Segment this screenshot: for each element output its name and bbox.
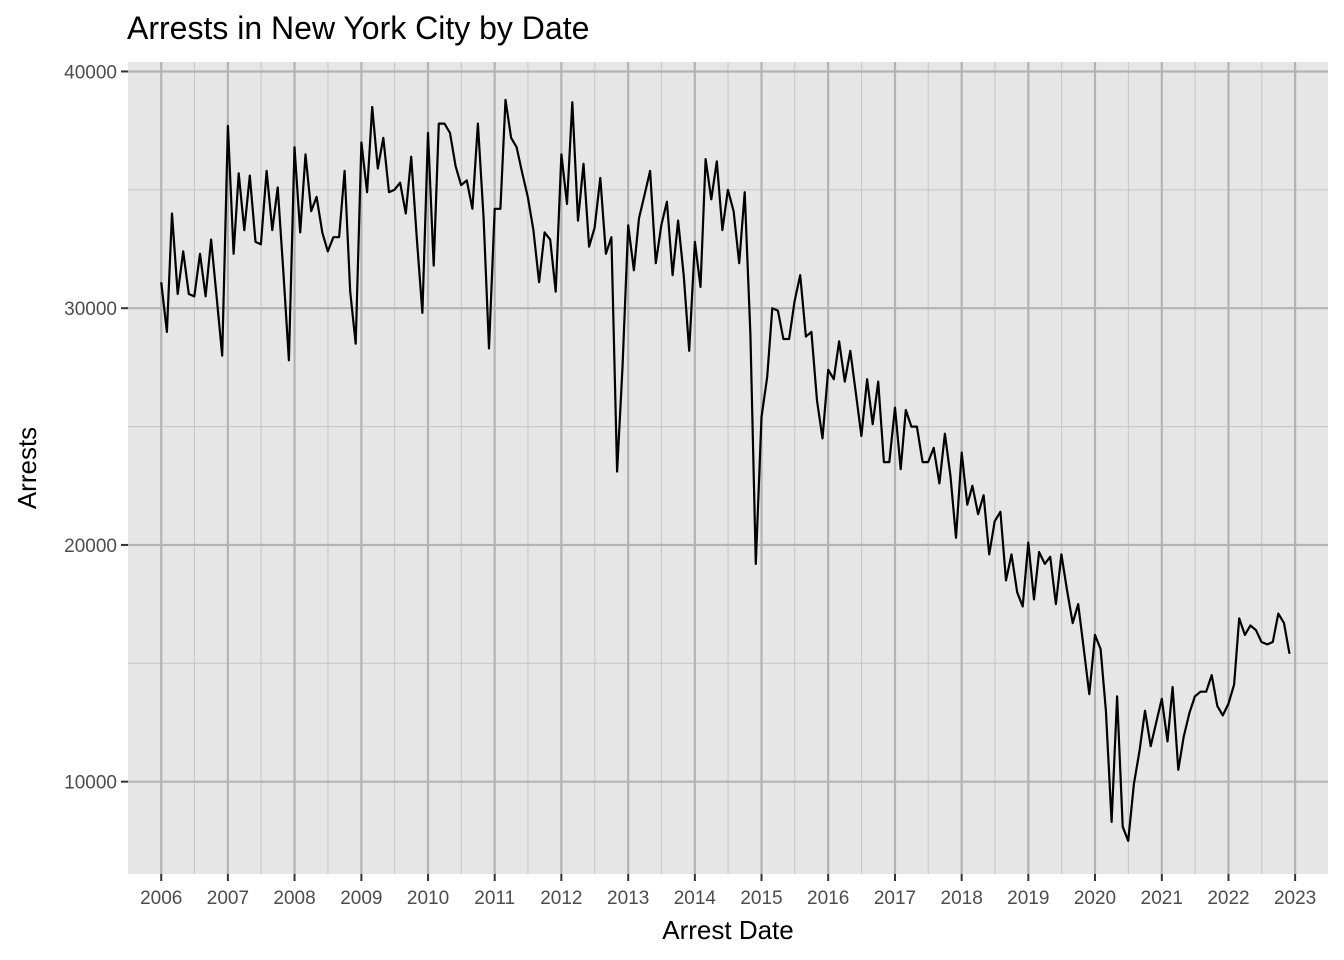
x-tick-label: 2019	[1007, 888, 1049, 909]
y-axis-label: Arrests	[12, 427, 42, 509]
y-tick-label: 20000	[64, 536, 117, 557]
x-tick-label: 2011	[474, 888, 515, 909]
x-tick-label: 2014	[674, 888, 717, 909]
major-grid	[128, 62, 1328, 874]
x-tick-label: 2021	[1141, 888, 1183, 909]
x-tick-label: 2008	[273, 888, 315, 909]
y-tick-label: 30000	[64, 299, 117, 320]
x-tick-label: 2023	[1274, 888, 1316, 909]
x-tick-label: 2017	[874, 888, 916, 909]
x-tick-label: 2020	[1074, 888, 1116, 909]
x-tick-label: 2013	[607, 888, 649, 909]
x-tick-label: 2006	[140, 888, 182, 909]
x-axis: 2006 2007 2008 2009 2010 2011 2012 2013 2014 2015…	[140, 874, 1316, 909]
x-tick-label: 2022	[1207, 888, 1249, 909]
x-tick-label: 2016	[807, 888, 849, 909]
y-tick-label: 10000	[64, 773, 117, 794]
chart-title: Arrests in New York City by Date	[127, 10, 589, 46]
x-tick-label: 2007	[207, 888, 249, 909]
x-tick-label: 2009	[340, 888, 382, 909]
y-tick-label: 40000	[64, 62, 117, 83]
y-axis: 10000 20000 30000 40000	[64, 62, 128, 794]
series-line	[160, 98, 1291, 842]
x-axis-label: Arrest Date	[662, 915, 794, 945]
x-tick-label: 2010	[407, 888, 449, 909]
x-tick-label: 2012	[540, 888, 582, 909]
x-tick-label: 2018	[941, 888, 983, 909]
x-tick-label: 2015	[740, 888, 782, 909]
